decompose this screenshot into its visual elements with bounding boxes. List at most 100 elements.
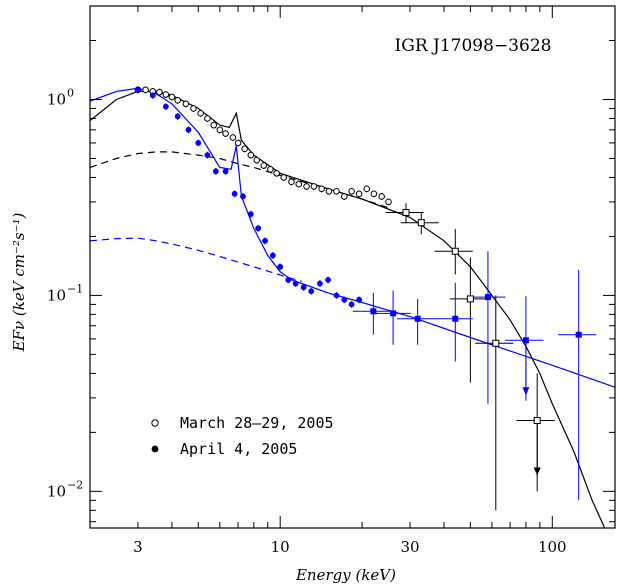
data-point-april bbox=[204, 152, 211, 159]
data-point-march bbox=[190, 105, 197, 112]
data-point-april bbox=[285, 276, 292, 283]
data-point-march bbox=[241, 145, 248, 153]
data-point-march bbox=[280, 174, 287, 181]
legend-marker-april bbox=[151, 445, 159, 453]
axis-ticks bbox=[89, 5, 615, 528]
data-point-april-high bbox=[414, 315, 421, 322]
data-point-march bbox=[174, 97, 181, 104]
legend-label-march: March 28–29, 2005 bbox=[180, 414, 334, 432]
data-point-march-high bbox=[466, 295, 474, 303]
data-point-april-high bbox=[575, 331, 582, 338]
data-point-march bbox=[253, 156, 261, 164]
data-point-march bbox=[229, 134, 237, 141]
x-axis-title: Energy (keV) bbox=[295, 566, 396, 584]
data-point-march bbox=[295, 180, 303, 188]
data-point-april bbox=[149, 92, 156, 99]
data-point-april bbox=[333, 292, 340, 299]
data-point-march bbox=[210, 121, 218, 129]
data-point-april-high bbox=[390, 310, 397, 317]
data-point-april bbox=[162, 103, 169, 110]
data-point-april bbox=[231, 190, 238, 197]
y-tick-exponent: 0 bbox=[67, 86, 74, 99]
upper-limit-arrowhead bbox=[522, 387, 530, 396]
data-point-april bbox=[292, 280, 299, 287]
data-point-april-high bbox=[484, 294, 491, 301]
data-point-april bbox=[269, 252, 276, 259]
y-tick-label: 10 bbox=[47, 90, 66, 108]
data-point-april-high bbox=[370, 308, 377, 315]
data-point-march bbox=[222, 130, 229, 137]
data-point-march bbox=[325, 187, 333, 195]
data-point-march bbox=[385, 198, 392, 206]
data-point-march bbox=[182, 100, 190, 108]
data-point-march bbox=[204, 115, 211, 122]
data-point-march bbox=[355, 190, 363, 198]
data-point-march bbox=[348, 187, 355, 195]
data-point-april bbox=[277, 263, 284, 270]
data-point-april bbox=[247, 211, 254, 218]
data-point-march bbox=[303, 183, 310, 190]
legend-marker-march bbox=[151, 419, 159, 427]
data-point-april-high bbox=[452, 315, 459, 322]
data-point-march bbox=[363, 185, 371, 193]
upper-limit-arrowhead bbox=[533, 467, 541, 476]
data-point-april bbox=[255, 225, 262, 232]
data-point-april bbox=[262, 237, 268, 244]
data-point-march bbox=[340, 193, 348, 200]
data-point-april bbox=[308, 288, 315, 295]
data-point-march bbox=[142, 86, 149, 94]
data-point-march bbox=[162, 91, 170, 98]
plot-frame bbox=[89, 5, 616, 529]
data-point-march bbox=[168, 93, 176, 101]
y-tick-label: 10 bbox=[47, 286, 66, 304]
y-tick-exponent: −1 bbox=[67, 282, 83, 295]
x-tick-label: 3 bbox=[133, 538, 143, 556]
data-point-april bbox=[317, 280, 323, 287]
data-point-march-high bbox=[417, 219, 425, 227]
data-point-april-high bbox=[522, 337, 529, 344]
data-point-march-high bbox=[402, 208, 410, 216]
data-point-march bbox=[288, 178, 295, 186]
data-point-march bbox=[234, 139, 242, 147]
data-point-march bbox=[260, 162, 268, 169]
data-point-march bbox=[247, 151, 255, 159]
y-tick-label: 10 bbox=[47, 482, 66, 500]
data-point-april bbox=[356, 296, 363, 303]
model-curve bbox=[90, 87, 615, 388]
data-point-march-high bbox=[451, 247, 459, 255]
x-tick-label: 10 bbox=[271, 538, 290, 556]
data-point-march-high bbox=[533, 416, 541, 424]
data-point-april bbox=[185, 126, 192, 133]
object-label: IGR J17098−3628 bbox=[395, 36, 552, 56]
data-point-march bbox=[267, 166, 274, 173]
data-point-march bbox=[310, 183, 318, 190]
legend-label-april: April 4, 2005 bbox=[180, 440, 297, 458]
x-tick-label: 100 bbox=[538, 538, 567, 556]
data-point-april bbox=[341, 296, 348, 303]
data-point-april bbox=[135, 86, 141, 93]
data-point-march-high bbox=[492, 339, 500, 347]
data-point-march bbox=[378, 193, 385, 200]
model-curve bbox=[90, 237, 302, 282]
data-point-march bbox=[370, 190, 378, 198]
plot-border bbox=[89, 5, 616, 529]
y-axis-title: EFν (keV cm⁻²s⁻¹) bbox=[10, 213, 28, 353]
data-points bbox=[134, 86, 582, 424]
data-point-april bbox=[348, 301, 355, 308]
model-curve bbox=[90, 90, 606, 528]
data-point-april bbox=[174, 113, 181, 120]
data-point-april bbox=[300, 284, 307, 291]
data-point-april bbox=[222, 168, 229, 175]
x-tick-label: 30 bbox=[400, 538, 419, 556]
data-point-march bbox=[318, 185, 325, 193]
data-point-april bbox=[325, 276, 332, 283]
data-point-march bbox=[333, 187, 340, 195]
data-point-march bbox=[197, 110, 204, 117]
data-point-april bbox=[240, 193, 246, 200]
data-point-april bbox=[195, 140, 202, 146]
data-point-march bbox=[273, 169, 280, 177]
data-point-april bbox=[212, 168, 219, 175]
y-tick-exponent: −2 bbox=[67, 478, 83, 491]
